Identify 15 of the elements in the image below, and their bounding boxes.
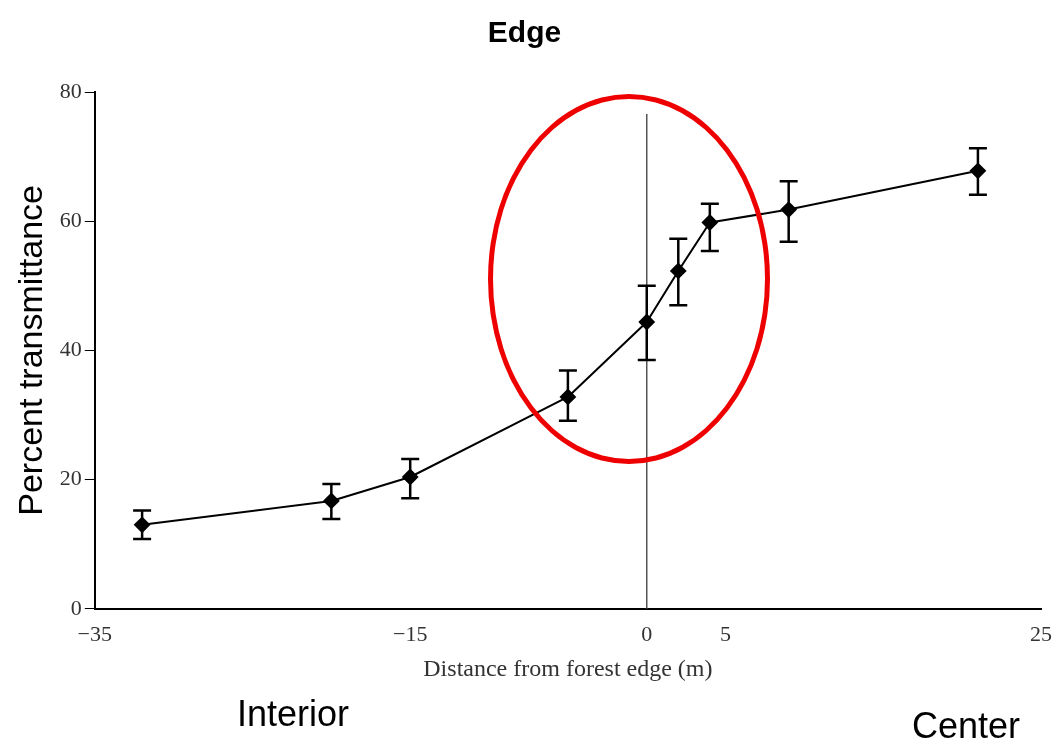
chart-title: Edge [487,15,562,49]
y-tick-label: 60 [59,206,82,232]
y-tick-label: 20 [59,465,82,491]
text: Interior [236,693,350,734]
y-axis-title: Percent transmittance [10,185,49,516]
y-tick-label: 80 [59,77,82,103]
x-tick-label: 5 [720,620,732,646]
x-tick-label: 25 [1030,620,1052,646]
x-tick-label: −35 [77,620,113,646]
x-tick-label: 0 [641,620,653,646]
text: Center [911,705,1021,740]
y-tick-label: 40 [59,336,82,362]
x-tick-label: −15 [392,620,428,646]
x-axis-title: Distance from forest edge (m) [423,654,713,681]
y-tick-label: 0 [70,594,82,620]
